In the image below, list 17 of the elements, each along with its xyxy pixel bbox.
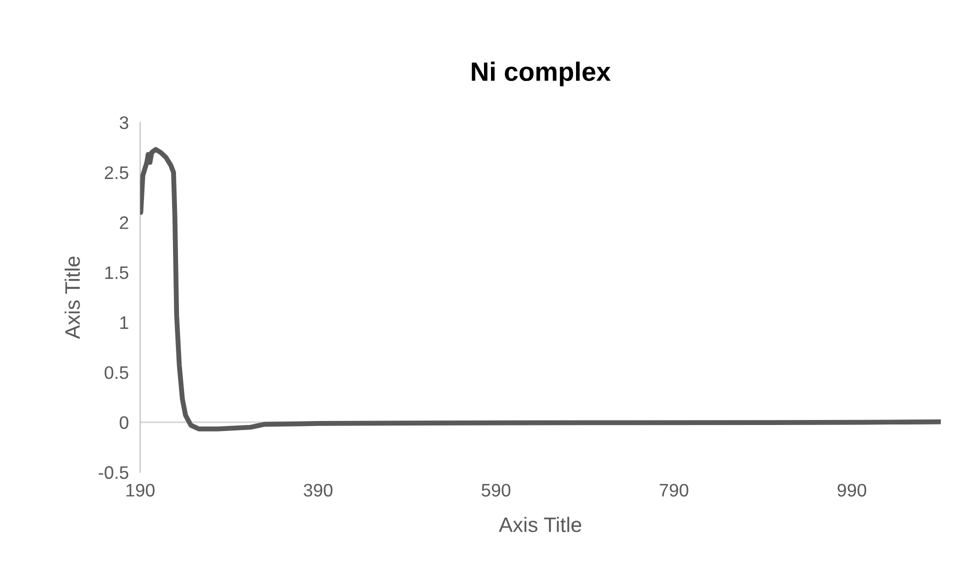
line-series	[140, 146, 941, 432]
y-tick-label: 0	[120, 416, 128, 429]
x-tick-label: 190	[126, 484, 155, 497]
x-tick-label: 990	[838, 484, 866, 497]
y-tick-label: 1.5	[105, 266, 128, 280]
y-tick-label: 2.5	[104, 166, 128, 180]
y-tick-label: 1	[120, 316, 128, 329]
x-axis-title: Axis Title	[498, 516, 582, 532]
y-tick-label: -0.5	[98, 466, 128, 479]
y-tick-label: 0.5	[104, 366, 128, 380]
y-tick-label: 3	[120, 116, 128, 130]
y-axis-title: Axis Title	[64, 256, 80, 339]
x-tick-label: 390	[304, 484, 332, 497]
x-tick-label: 790	[660, 484, 688, 497]
y-tick-label: 2	[120, 216, 128, 229]
x-tick-label: 590	[482, 484, 510, 497]
chart-title: Ni complex	[472, 62, 611, 86]
